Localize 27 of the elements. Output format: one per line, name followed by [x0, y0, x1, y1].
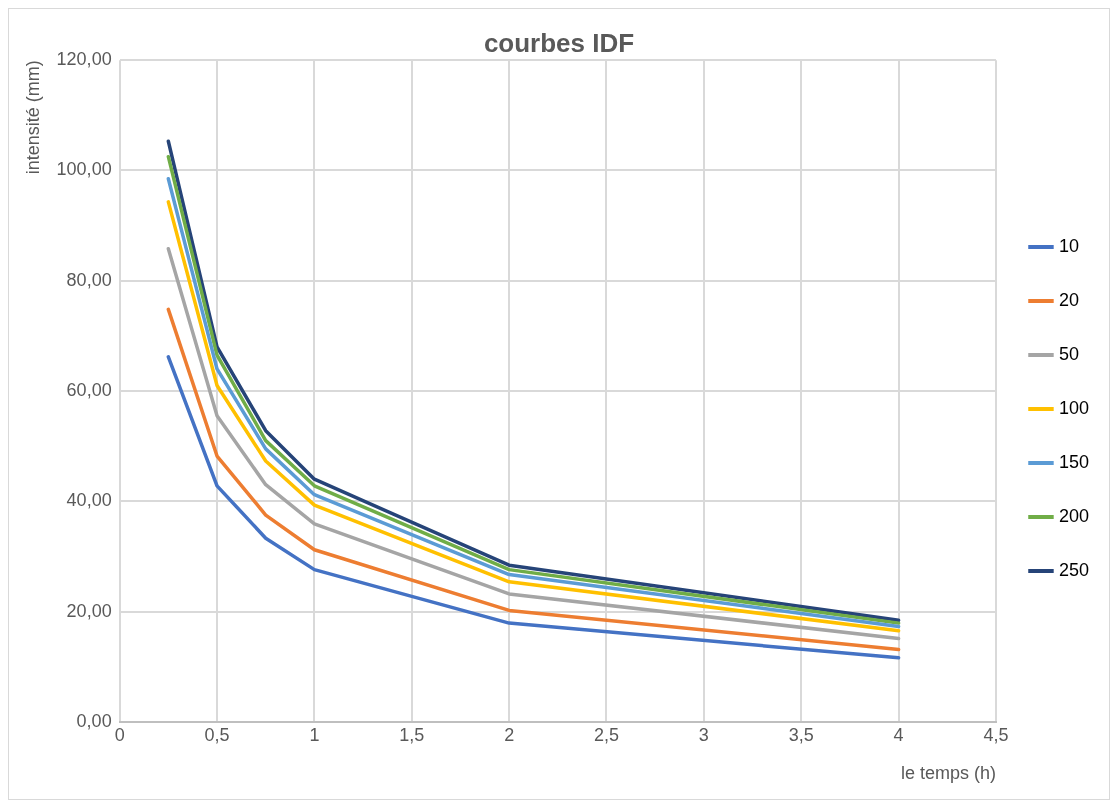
x-tick-label: 2 — [504, 724, 515, 745]
y-tick-label: 120,00 — [56, 49, 112, 70]
x-tick-label: 4,5 — [983, 724, 1009, 745]
x-tick-label: 3,5 — [788, 724, 814, 745]
x-tick-label: 3 — [698, 724, 709, 745]
legend-label: 20 — [1058, 289, 1079, 310]
x-tick-label: 4 — [893, 724, 904, 745]
legend-label: 50 — [1058, 343, 1079, 364]
x-tick-label: 2,5 — [593, 724, 620, 745]
x-tick-label: 0 — [114, 724, 125, 745]
legend-label: 100 — [1058, 397, 1090, 418]
y-tick-label: 20,00 — [66, 600, 112, 621]
y-tick-label: 60,00 — [66, 379, 112, 400]
x-axis-title: le temps (h) — [900, 763, 996, 784]
x-tick-label: 1 — [309, 724, 320, 745]
legend-label: 200 — [1058, 505, 1090, 526]
y-tick-label: 40,00 — [66, 490, 112, 511]
y-tick-label: 0,00 — [76, 710, 112, 731]
y-tick-label: 100,00 — [56, 159, 112, 180]
legend-label: 150 — [1058, 451, 1090, 472]
x-tick-label: 1,5 — [399, 724, 425, 745]
legend-label: 10 — [1058, 235, 1079, 256]
chart-title: courbes IDF — [483, 27, 635, 58]
y-tick-label: 80,00 — [66, 269, 112, 290]
y-axis-title: intensité (mm) — [22, 60, 43, 175]
legend-label: 250 — [1058, 559, 1090, 580]
x-tick-label: 0,5 — [204, 724, 230, 745]
